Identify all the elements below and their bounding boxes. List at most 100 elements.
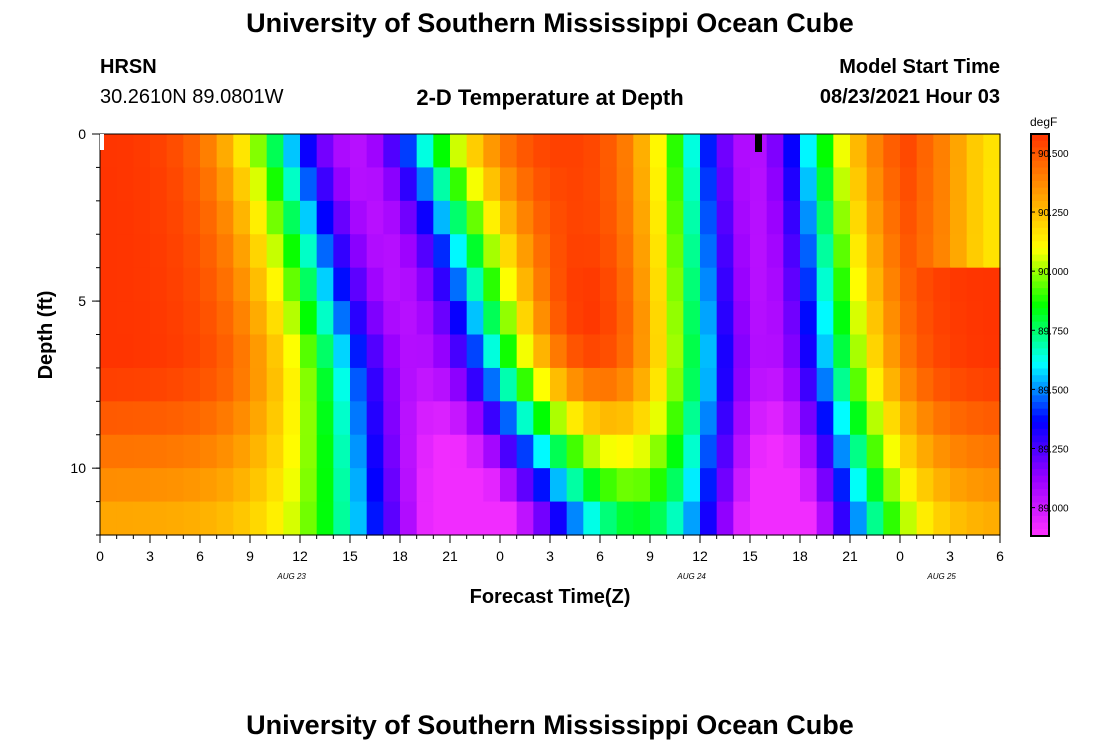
colorbar-segment [1031,160,1049,169]
heatmap-cell [800,301,818,336]
heatmap-cell [716,501,734,536]
heatmap-cell [183,434,201,469]
date-label: AUG 25 [926,572,956,581]
colorbar-segment [1031,301,1049,309]
heatmap-cell [150,367,168,402]
heatmap-cell [450,334,468,369]
colorbar-segment [1031,328,1049,336]
heatmap-cell [800,334,818,369]
heatmap-cell [483,401,501,436]
heatmap-cell [900,434,918,469]
heatmap-cell [316,367,334,402]
heatmap-cell [800,468,818,503]
heatmap-cell [400,234,418,269]
heatmap-cell [566,401,584,436]
heatmap-cell [950,200,968,235]
heatmap-cell [233,134,251,169]
heatmap-cell [633,367,651,402]
heatmap-cell [500,434,518,469]
heatmap-cell [716,434,734,469]
heatmap-cell [783,334,801,369]
heatmap-cell [733,134,751,169]
heatmap-cell [366,301,384,336]
heatmap-cell [766,234,784,269]
colorbar-segment [1031,402,1049,410]
heatmap-cell [916,334,934,369]
heatmap-cell [933,434,951,469]
heatmap-cell [100,234,118,269]
x-tick-label: 3 [946,548,954,564]
heatmap-cell [666,267,684,302]
heatmap-cells [100,134,1001,536]
heatmap-cell [616,167,634,202]
heatmap-cell [566,334,584,369]
heatmap-cell [550,234,568,269]
heatmap-cell [700,401,718,436]
heatmap-cell [166,200,184,235]
heatmap-cell [783,501,801,536]
heatmap-cell [150,167,168,202]
heatmap-cell [633,234,651,269]
heatmap-cell [466,134,484,169]
colorbar-segment [1031,341,1049,349]
heatmap-cell [533,200,551,235]
colorbar-segment [1031,207,1049,215]
heatmap-cell [883,434,901,469]
heatmap-cell [116,267,134,302]
heatmap-cell [700,200,718,235]
colorbar-segment [1031,428,1049,437]
heatmap-cell [200,401,218,436]
heatmap-cell [900,267,918,302]
heatmap-cell [250,267,268,302]
heatmap-cell [983,200,1001,235]
heatmap-cell [400,200,418,235]
heatmap-cell [966,367,984,402]
heatmap-cell [366,167,384,202]
heatmap-cell [316,301,334,336]
heatmap-cell [583,367,601,402]
date-label: AUG 23 [276,572,306,581]
heatmap-cell [533,468,551,503]
heatmap-cell [966,234,984,269]
heatmap-cell [766,434,784,469]
heatmap-cell [550,401,568,436]
heatmap-cell [583,434,601,469]
colorbar-segment [1031,194,1049,202]
heatmap-cell [366,267,384,302]
heatmap-cell [283,434,301,469]
heatmap-cell [666,234,684,269]
heatmap-cell [266,134,284,169]
heatmap-cell [766,367,784,402]
heatmap-cell [216,301,234,336]
heatmap-cell [400,501,418,536]
heatmap-cell [933,167,951,202]
colorbar-tick-label: 90.250 [1038,208,1069,219]
heatmap-cell [933,401,951,436]
colorbar-segment [1031,294,1049,303]
heatmap-cell [800,200,818,235]
heatmap-cell [116,234,134,269]
heatmap-cell [900,501,918,536]
heatmap-cell [416,200,434,235]
heatmap-cell [116,334,134,369]
heatmap-cell [416,234,434,269]
x-tick-label: 6 [196,548,204,564]
heatmap-cell [733,434,751,469]
heatmap-cell [600,434,618,469]
heatmap-cell [750,468,768,503]
heatmap-cell [450,501,468,536]
heatmap-cell [783,134,801,169]
heatmap-cell [883,367,901,402]
colorbar-segment [1031,495,1049,504]
heatmap-cell [750,367,768,402]
heatmap-cell [450,401,468,436]
heatmap-cell [700,367,718,402]
colorbar-segment [1031,288,1049,296]
heatmap-cell [500,401,518,436]
heatmap-cell [800,267,818,302]
heatmap-cell [133,334,151,369]
heatmap-cell [683,234,701,269]
heatmap-cell [433,234,451,269]
heatmap-cell [300,434,318,469]
heatmap-cell [733,334,751,369]
